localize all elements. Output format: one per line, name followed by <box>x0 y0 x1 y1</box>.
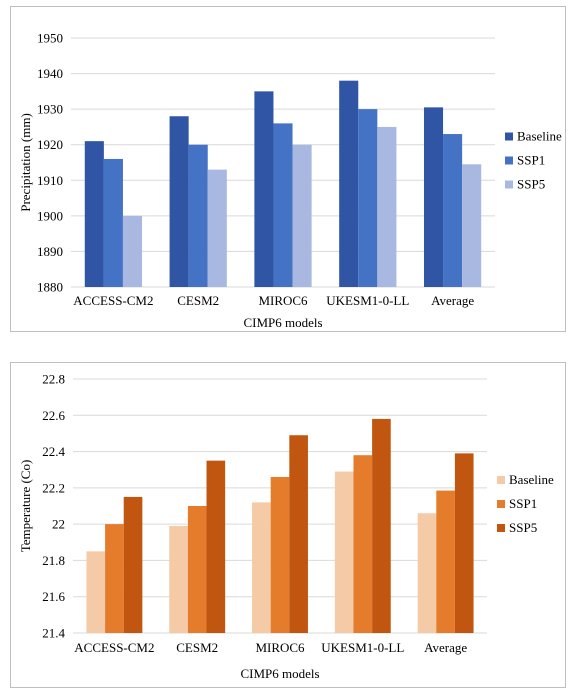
precip-category-label: UKESM1-0-LL <box>326 293 409 308</box>
precip-bar-ssp1 <box>358 109 378 288</box>
temp-category-label: ACCESS-CM2 <box>74 640 154 655</box>
precip-bar-ssp1 <box>103 158 123 287</box>
precip-bar-baseline <box>339 80 359 287</box>
precip-legend-swatch-ssp1 <box>505 156 513 165</box>
precip-bar-ssp5 <box>462 164 482 287</box>
precip-y-tick-label: 1950 <box>37 31 63 46</box>
temp-bar-ssp5 <box>372 418 391 633</box>
precip-bar-ssp5 <box>207 169 227 287</box>
precip-category-label: MIROC6 <box>258 293 308 308</box>
temp-legend-label-ssp5: SSP5 <box>509 520 537 535</box>
precip-legend-label-ssp5: SSP5 <box>517 177 545 192</box>
precip-bar-baseline <box>254 91 274 287</box>
precip-y-tick-label: 1910 <box>37 173 63 188</box>
temp-bar-ssp5 <box>289 435 308 633</box>
temp-y-tick-label: 22.2 <box>42 480 65 495</box>
precip-bar-ssp1 <box>443 134 463 287</box>
precip-bar-ssp5 <box>292 144 312 287</box>
temp-bar-baseline <box>252 502 271 633</box>
temp-y-tick-label: 22 <box>52 517 65 532</box>
temp-y-tick-label: 21.4 <box>42 626 65 641</box>
temp-bar-ssp1 <box>187 506 207 633</box>
precip-x-axis-title: CIMP6 models <box>243 315 322 330</box>
temp-y-tick-label: 22.4 <box>42 444 65 459</box>
precip-legend-label-ssp1: SSP1 <box>517 153 545 168</box>
temp-bar-ssp1 <box>436 490 455 633</box>
temp-bar-baseline <box>169 525 188 633</box>
temp-bar-baseline <box>334 471 354 633</box>
precip-category-label: ACCESS-CM2 <box>73 293 153 308</box>
precip-legend-swatch-ssp5 <box>505 180 513 189</box>
precip-y-tick-label: 1900 <box>37 208 63 223</box>
precip-category-label: CESM2 <box>177 293 219 308</box>
temp-bar-ssp5 <box>206 460 226 633</box>
temp-legend-swatch-baseline <box>497 476 505 484</box>
precip-legend-label-baseline: Baseline <box>517 129 562 144</box>
precip-bar-baseline <box>169 116 189 287</box>
precip-y-tick-label: 1890 <box>37 244 63 259</box>
precipitation-chart-svg: 1880 1890 1900 1910 1920 1930 1940 1950 ACCESS-C… <box>18 31 562 331</box>
temp-y-tick-label: 22.8 <box>42 372 65 387</box>
precip-y-axis-title: Precipitation (mm) <box>18 113 33 212</box>
temp-legend-swatch-ssp1 <box>497 500 505 508</box>
precip-bar-baseline <box>423 107 444 287</box>
temp-x-axis-title: CIMP6 models <box>240 666 319 681</box>
temp-legend-swatch-ssp5 <box>497 524 505 532</box>
temp-category-label: CESM2 <box>176 640 218 655</box>
temp-bar-ssp1 <box>270 476 290 633</box>
precip-bar-ssp1 <box>273 123 293 287</box>
temp-category-label: UKESM1-0-LL <box>321 640 404 655</box>
precip-bar-ssp5 <box>377 126 397 287</box>
temp-bar-baseline <box>86 551 106 633</box>
temp-category-label: Average <box>424 640 467 655</box>
temp-bar-baseline <box>417 513 437 633</box>
precip-y-tick-label: 1930 <box>37 102 63 117</box>
precip-bar-ssp5 <box>122 215 143 287</box>
precip-legend-swatch-baseline <box>505 132 513 141</box>
precip-y-tick-label: 1920 <box>37 137 63 152</box>
temp-y-tick-label: 21.8 <box>42 553 65 568</box>
precip-bar-ssp1 <box>188 144 208 287</box>
temp-bar-ssp5 <box>454 453 474 633</box>
temp-y-tick-label: 21.6 <box>42 589 65 604</box>
precipitation-chart: 1880 1890 1900 1910 1920 1930 1940 1950 ACCESS-C… <box>10 6 566 332</box>
temp-bar-ssp1 <box>353 455 373 633</box>
temp-category-label: MIROC6 <box>255 640 305 655</box>
precip-y-tick-label: 1940 <box>37 66 63 81</box>
temp-bar-ssp1 <box>105 524 124 633</box>
precip-y-tick-label: 1880 <box>37 280 63 295</box>
temperature-chart-svg: 21.4 21.6 21.8 22 22.2 22.4 22.6 22.8 ACCESS-CM2… <box>18 372 554 682</box>
precip-bar-baseline <box>84 141 104 287</box>
temperature-chart: 21.4 21.6 21.8 22 22.2 22.4 22.6 22.8 ACCESS-CM2… <box>10 362 566 688</box>
temp-y-tick-label: 22.6 <box>42 408 65 423</box>
precip-category-label: Average <box>431 293 474 308</box>
temp-legend-label-baseline: Baseline <box>509 472 554 487</box>
temp-y-axis-title: Temperature (Co) <box>18 460 33 553</box>
temp-legend-label-ssp1: SSP1 <box>509 496 537 511</box>
temp-bar-ssp5 <box>123 496 143 633</box>
